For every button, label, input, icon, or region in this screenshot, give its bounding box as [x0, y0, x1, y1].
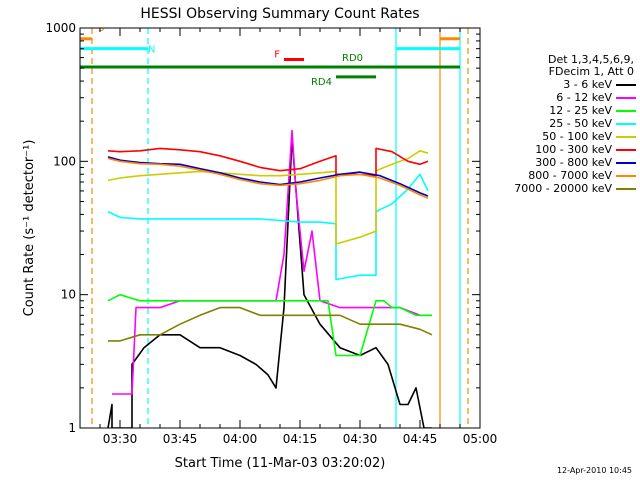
x-tick-label: 04:30	[343, 432, 378, 446]
series-line-2	[107, 293, 432, 357]
legend-swatch	[616, 187, 636, 190]
legend-entry: 100 - 300 keV	[480, 143, 636, 156]
legend-entry-label: 25 - 50 keV	[549, 117, 612, 130]
y-tick-label: 100	[53, 154, 76, 168]
y-tick-label: 1000	[45, 21, 76, 35]
series-line-3	[107, 173, 429, 281]
legend-header: Det 1,3,4,5,6,9,	[547, 53, 634, 66]
legend-entry: 6 - 12 keV	[480, 91, 636, 104]
legend-entry-label: 6 - 12 keV	[556, 91, 612, 104]
legend-swatch	[616, 83, 636, 86]
legend-entry-label: 3 - 6 keV	[563, 78, 612, 91]
legend-swatch	[616, 109, 636, 112]
y-tick-label: 1	[68, 421, 76, 435]
legend-swatch	[616, 161, 636, 164]
legend-swatch	[616, 174, 636, 177]
legend-header: FDecim 1, Att 0	[548, 65, 634, 78]
legend-entry: 25 - 50 keV	[480, 117, 636, 130]
series-line-1	[112, 129, 432, 395]
legend-entry-label: 800 - 7000 keV	[528, 169, 612, 182]
series-line-8	[108, 306, 433, 342]
legend-entry-label: 300 - 800 keV	[535, 156, 612, 169]
y-axis: 1 10 100 1000	[45, 21, 480, 435]
legend-entry: 7000 - 20000 keV	[480, 182, 636, 195]
legend-entry-label: 100 - 300 keV	[535, 143, 612, 156]
y-axis-label: Count Rate (s⁻¹ detector⁻¹)	[22, 140, 37, 317]
plot-frame	[79, 27, 481, 429]
x-tick-label: 05:00	[463, 432, 498, 446]
legend-entry: 300 - 800 keV	[480, 156, 636, 169]
x-tick-label: 03:45	[163, 432, 198, 446]
legend-swatch	[616, 148, 636, 151]
x-tick-label: 04:45	[403, 432, 438, 446]
legend: Det 1,3,4,5,6,9, FDecim 1, Att 0 3 - 6 ke…	[480, 54, 636, 195]
legend-entry-label: 50 - 100 keV	[542, 130, 612, 143]
legend-entry-label: 7000 - 20000 keV	[514, 182, 612, 195]
legend-entry: 50 - 100 keV	[480, 130, 636, 143]
legend-entry: 3 - 6 keV	[480, 78, 636, 91]
legend-swatch	[616, 122, 636, 125]
series-line-4	[107, 150, 429, 245]
x-tick-label: 03:30	[103, 432, 138, 446]
legend-entry-label: 12 - 25 keV	[549, 104, 612, 117]
chart-title: HESSI Observing Summary Count Rates	[140, 6, 419, 22]
legend-swatch	[616, 135, 636, 138]
flag-label-rd0: RD0	[342, 53, 363, 64]
timestamp: 12-Apr-2010 10:45	[556, 466, 632, 475]
series-line-5	[107, 147, 429, 177]
x-tick-label: 04:00	[223, 432, 258, 446]
flag-label-f: F	[274, 50, 280, 61]
flag-label-rd4: RD4	[311, 77, 332, 88]
plot-area: S N F RD0 RD4	[80, 23, 469, 428]
flag-label-n: N	[148, 45, 155, 56]
legend-entry: 12 - 25 keV	[480, 104, 636, 117]
legend-entry: 800 - 7000 keV	[480, 169, 636, 182]
series-line-7	[107, 157, 429, 199]
series-line-0	[107, 137, 432, 428]
flag-label-s: S	[98, 23, 104, 34]
y-tick-label: 10	[61, 288, 76, 302]
x-axis: 03:30 03:45 04:00 04:15 04:30 04:45 05:00	[79, 28, 498, 446]
legend-swatch	[616, 96, 636, 99]
x-tick-label: 04:15	[283, 432, 318, 446]
x-axis-label: Start Time (11-Mar-03 03:20:02)	[175, 456, 386, 471]
